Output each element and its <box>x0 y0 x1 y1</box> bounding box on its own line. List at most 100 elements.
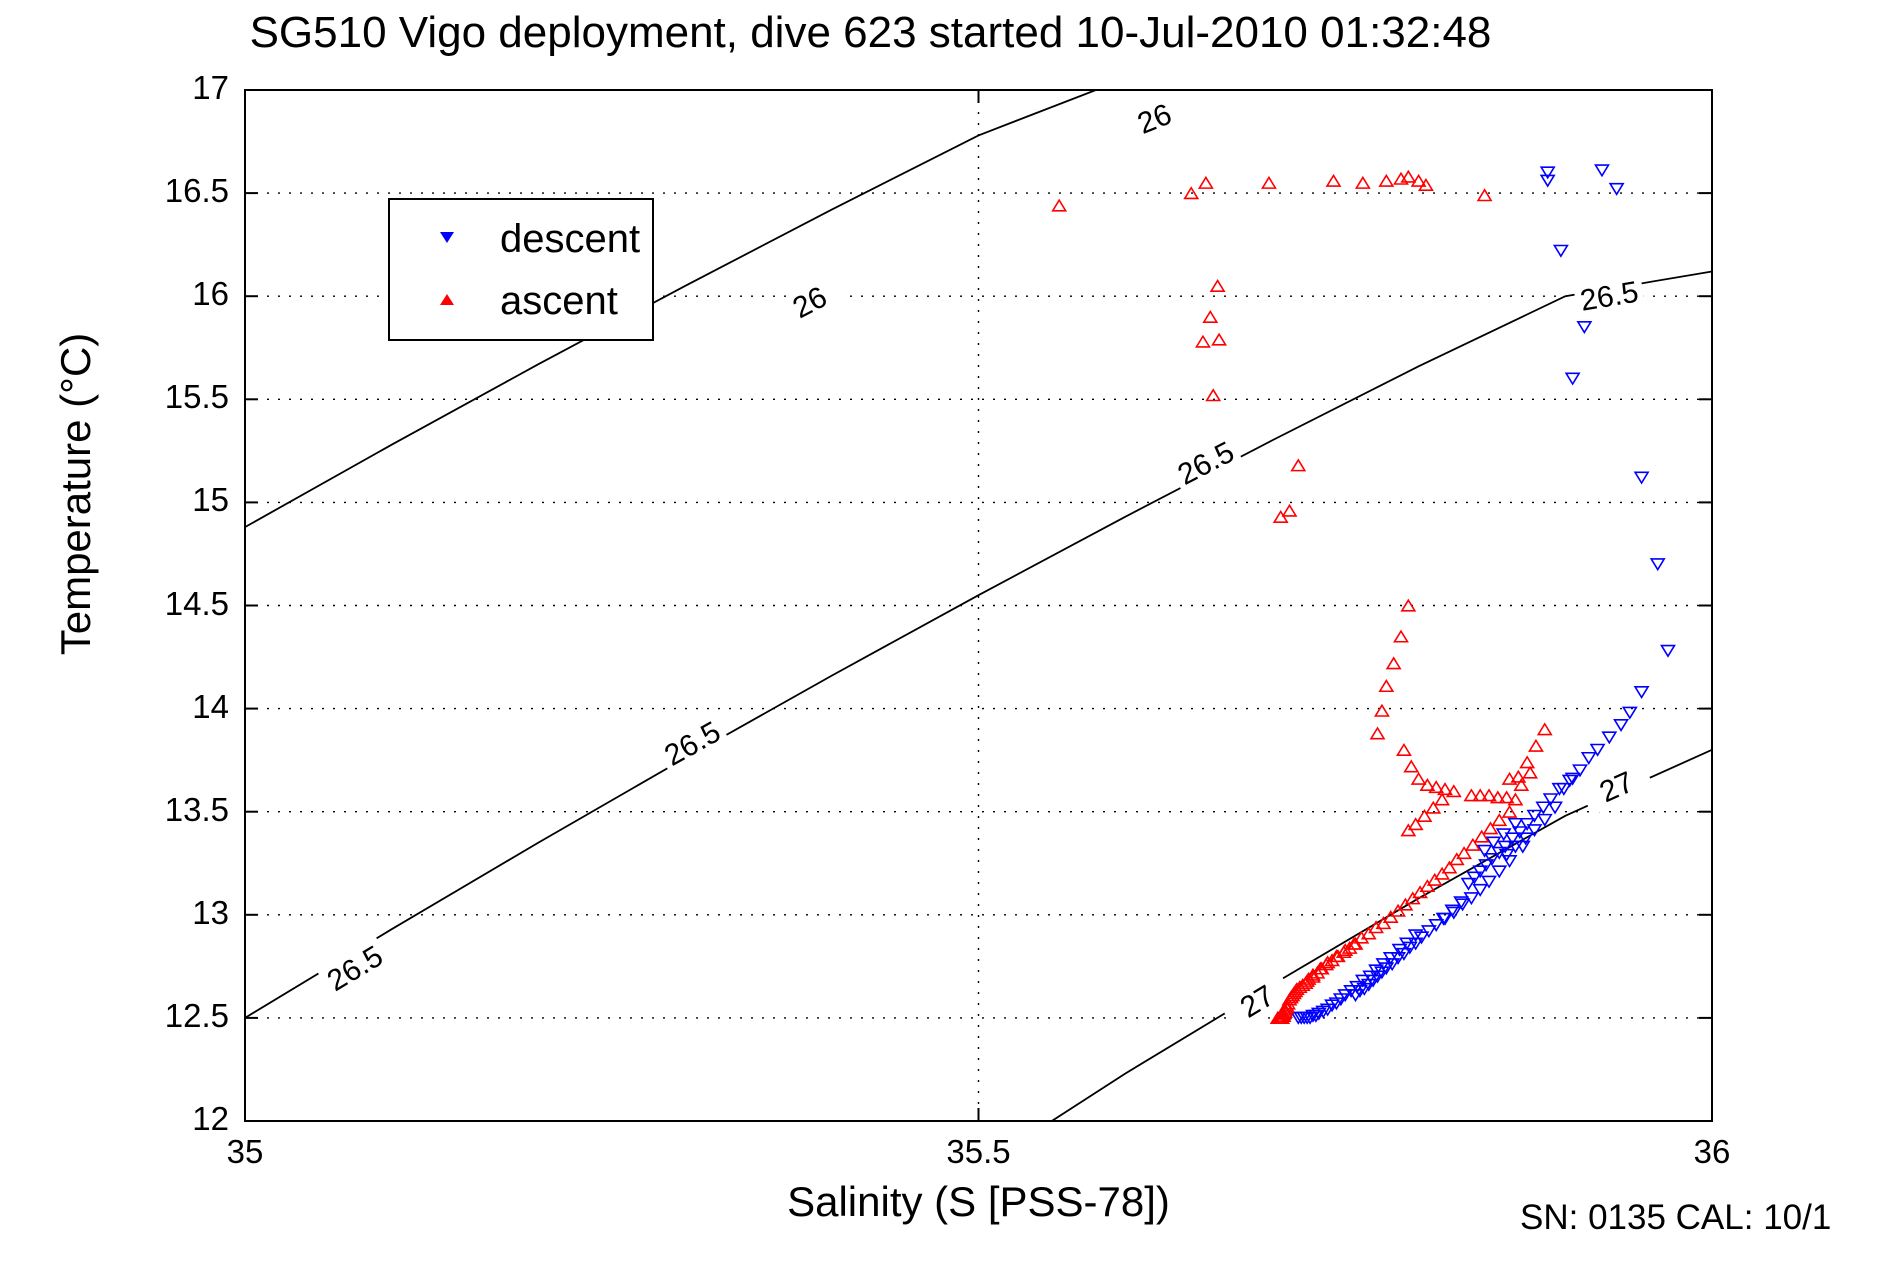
data-point-descent <box>1507 840 1524 854</box>
data-point-ascent <box>1501 804 1518 818</box>
data-point-ascent <box>1390 903 1406 917</box>
legend-label: descent <box>500 216 641 261</box>
data-point-ascent <box>1507 792 1524 806</box>
data-point-ascent <box>1397 897 1414 911</box>
x-tick-label: 36 <box>1693 1133 1731 1170</box>
data-point-ascent <box>1426 872 1443 886</box>
y-tick-label: 13 <box>192 893 229 931</box>
data-point-descent <box>1362 970 1379 984</box>
data-point-descent <box>1398 937 1415 951</box>
data-point-ascent <box>1209 279 1226 293</box>
data-point-descent <box>1564 772 1581 786</box>
data-point-ascent <box>1290 458 1307 472</box>
data-point-descent <box>1594 164 1610 178</box>
data-point-ascent <box>1205 388 1222 402</box>
data-point-ascent <box>1464 837 1481 851</box>
data-point-ascent <box>1369 726 1386 740</box>
data-point-descent <box>1526 809 1543 823</box>
data-point-descent <box>1491 865 1508 879</box>
data-point-descent <box>1660 644 1676 658</box>
y-tick-label: 15.5 <box>164 378 229 416</box>
data-point-ascent <box>1346 936 1362 950</box>
contour-label-halo <box>1573 274 1646 318</box>
data-point-ascent <box>1476 188 1493 202</box>
data-point-ascent <box>1353 930 1370 944</box>
data-point-ascent <box>1183 186 1200 200</box>
contour-label-halo <box>1579 758 1655 816</box>
data-point-descent <box>1472 865 1489 879</box>
data-point-ascent <box>1445 784 1462 798</box>
triangle-down-icon <box>430 230 464 248</box>
data-point-descent <box>1481 875 1497 889</box>
data-point-ascent <box>1368 920 1384 934</box>
y-axis-label: Temperature (°C) <box>52 332 99 656</box>
data-point-descent <box>1484 852 1500 866</box>
data-point-ascent <box>1536 722 1553 736</box>
data-point-descent <box>1633 471 1650 485</box>
data-point-ascent <box>1519 755 1536 769</box>
data-point-descent <box>1649 558 1666 572</box>
data-point-ascent <box>1491 813 1508 827</box>
data-point-descent <box>1535 801 1552 815</box>
grid-lines <box>245 90 1712 1121</box>
data-point-ascent <box>1419 778 1436 792</box>
legend-item-descent[interactable]: descent <box>430 214 640 264</box>
data-point-ascent <box>1393 629 1409 643</box>
y-tick-label: 16 <box>192 275 229 313</box>
data-point-ascent <box>1211 332 1228 346</box>
data-point-ascent <box>1528 738 1544 752</box>
data-point-descent <box>1539 174 1556 188</box>
data-point-ascent <box>1272 509 1289 523</box>
data-point-ascent <box>1434 792 1450 806</box>
data-point-descent <box>1555 782 1572 796</box>
data-point-ascent <box>1195 334 1211 348</box>
data-point-descent <box>1324 999 1340 1013</box>
data-point-ascent <box>1374 703 1390 717</box>
data-point-ascent <box>1382 909 1399 923</box>
x-tick-label: 35.5 <box>946 1133 1011 1170</box>
data-point-descent <box>1466 871 1483 885</box>
data-point-descent <box>1354 974 1371 988</box>
data-point-ascent <box>1513 778 1530 792</box>
data-point-ascent <box>1319 955 1336 969</box>
contour-label-halo <box>1219 970 1295 1033</box>
contour-label: 26.5 <box>1578 276 1641 318</box>
data-point-ascent <box>1400 169 1417 183</box>
data-point-ascent <box>1403 759 1420 773</box>
data-point-ascent <box>1328 949 1345 963</box>
data-point-descent <box>1453 896 1470 910</box>
data-point-descent <box>1420 925 1437 939</box>
data-point-descent <box>1337 989 1354 1003</box>
data-point-ascent <box>1378 679 1395 693</box>
data-point-ascent <box>1051 198 1068 212</box>
data-point-ascent <box>1416 808 1433 822</box>
data-point-ascent <box>1281 503 1298 517</box>
data-point-descent <box>1613 718 1629 732</box>
data-point-ascent <box>1407 817 1424 831</box>
data-point-descent <box>1407 929 1424 943</box>
data-point-ascent <box>1441 860 1458 874</box>
data-point-descent <box>1407 937 1424 951</box>
data-point-ascent <box>1473 829 1490 843</box>
sensor-footer-note: SN: 0135 CAL: 10/1 <box>1520 1198 1832 1237</box>
data-point-descent <box>1517 832 1534 846</box>
data-point-descent <box>1495 828 1512 842</box>
legend-item-ascent[interactable]: ascent <box>430 276 618 326</box>
data-point-ascent <box>1337 942 1354 956</box>
data-point-descent <box>1536 813 1553 827</box>
y-tick-label: 13.5 <box>164 790 229 828</box>
data-point-descent <box>1472 883 1489 897</box>
data-point-descent <box>1601 731 1618 745</box>
data-point-ascent <box>1299 973 1316 987</box>
series-descent <box>1290 164 1676 1025</box>
data-point-descent <box>1444 904 1461 918</box>
data-point-ascent <box>1522 765 1539 779</box>
data-point-ascent <box>1463 788 1480 802</box>
data-point-descent <box>1539 166 1556 180</box>
page-title-text: SG510 Vigo deployment, dive 623 started … <box>249 8 1492 57</box>
data-point-descent <box>1621 706 1638 720</box>
data-point-ascent <box>1412 885 1428 899</box>
data-point-descent <box>1580 751 1597 765</box>
data-point-descent <box>1368 964 1384 978</box>
